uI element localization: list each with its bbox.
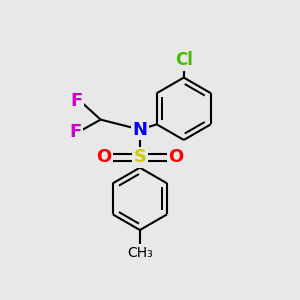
Text: F: F (69, 123, 81, 141)
Text: CH₃: CH₃ (127, 246, 153, 260)
Text: N: N (132, 121, 147, 139)
Text: Cl: Cl (175, 51, 193, 69)
Text: O: O (168, 148, 183, 166)
Text: S: S (134, 148, 146, 166)
Text: O: O (97, 148, 112, 166)
Text: F: F (70, 92, 82, 110)
